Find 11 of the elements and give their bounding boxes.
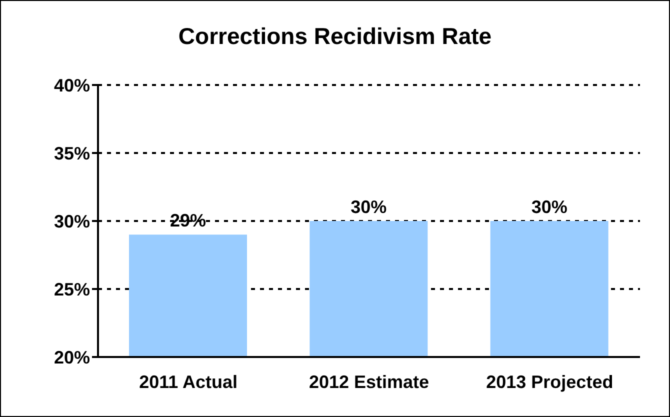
x-tick-label: 2013 Projected (486, 372, 614, 392)
y-tick-label: 40% (54, 75, 90, 96)
data-label: 30% (350, 197, 387, 217)
y-tick-label: 30% (54, 211, 90, 232)
chart-title: Corrections Recidivism Rate (177, 23, 493, 50)
x-tick-label: 2012 Estimate (308, 372, 430, 392)
y-tick-label: 20% (54, 347, 90, 368)
x-tick-label: 2011 Actual (139, 372, 238, 392)
data-label: 30% (531, 197, 568, 217)
y-tick-label: 25% (54, 279, 90, 300)
y-tick-label: 35% (54, 143, 90, 164)
